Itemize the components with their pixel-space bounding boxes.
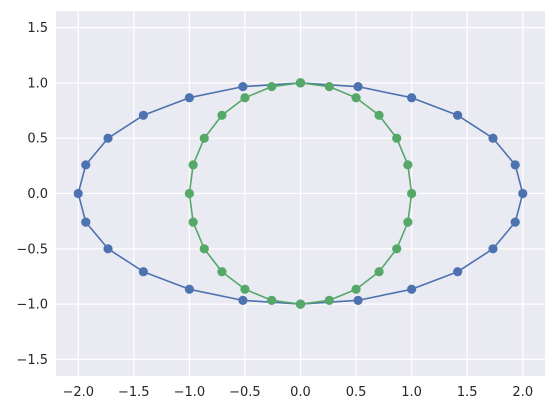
series-1-point — [453, 110, 463, 120]
series-1-point — [138, 267, 148, 277]
series-1-point — [510, 160, 520, 170]
series-2-point — [295, 78, 306, 88]
series-2-point — [324, 295, 334, 305]
y-tick-label: −1.5 — [16, 353, 48, 368]
x-tick-label: 1.5 — [457, 385, 478, 400]
series-2-point — [184, 188, 194, 199]
series-2-point — [403, 217, 413, 227]
series-2-point — [199, 133, 209, 143]
x-tick-label: −1.5 — [118, 385, 150, 400]
series-2-point — [374, 267, 384, 277]
series-2-point — [351, 93, 361, 103]
y-tick-label: −0.5 — [16, 242, 48, 257]
y-tick-label: 1.5 — [27, 21, 48, 36]
series-1-point — [81, 160, 91, 170]
series-1-point — [81, 217, 91, 227]
series-2-point — [403, 160, 413, 170]
series-1-point — [73, 188, 83, 199]
y-tick-label: −1.0 — [16, 298, 48, 313]
y-tick-label: 0.5 — [27, 132, 48, 147]
x-tick-label: 1.0 — [401, 385, 422, 400]
x-tick-label: 0.0 — [290, 385, 311, 400]
series-1-point — [407, 93, 417, 103]
series-1-point — [453, 267, 463, 277]
y-tick-label: 1.0 — [27, 76, 48, 91]
series-1-point — [488, 133, 498, 143]
series-2-point — [240, 93, 250, 103]
series-1-point — [138, 110, 148, 120]
series-1-point — [510, 217, 520, 227]
series-2-point — [295, 299, 306, 309]
series-2-point — [267, 82, 277, 92]
series-1-point — [103, 133, 113, 143]
series-1-point — [184, 93, 194, 103]
series-1-point — [238, 295, 248, 305]
series-1-point — [353, 82, 363, 92]
series-2-point — [407, 188, 417, 199]
series-1-point — [184, 284, 194, 294]
series-1-point — [238, 82, 248, 92]
x-tick-label: −0.5 — [229, 385, 261, 400]
series-2-point — [240, 284, 250, 294]
series-2-point — [267, 295, 277, 305]
series-2-point — [324, 82, 334, 92]
series-1-point — [518, 188, 528, 199]
series-2-point — [392, 133, 402, 143]
x-tick-label: 0.5 — [346, 385, 367, 400]
series-2-point — [217, 267, 227, 277]
series-2-point — [199, 244, 209, 254]
series-2-point — [188, 217, 198, 227]
series-1-point — [103, 244, 113, 254]
x-tick-label: −1.0 — [174, 385, 206, 400]
series-2-point — [217, 110, 227, 120]
x-tick-label: 2.0 — [512, 385, 533, 400]
series-2-point — [188, 160, 198, 170]
series-1-point — [353, 295, 363, 305]
y-tick-label: 0.0 — [27, 187, 48, 202]
x-tick-label: −2.0 — [62, 385, 94, 400]
series-1-point — [488, 244, 498, 254]
series-2-point — [351, 284, 361, 294]
series-2-point — [392, 244, 402, 254]
series-2-point — [374, 110, 384, 120]
series-1-point — [407, 284, 417, 294]
